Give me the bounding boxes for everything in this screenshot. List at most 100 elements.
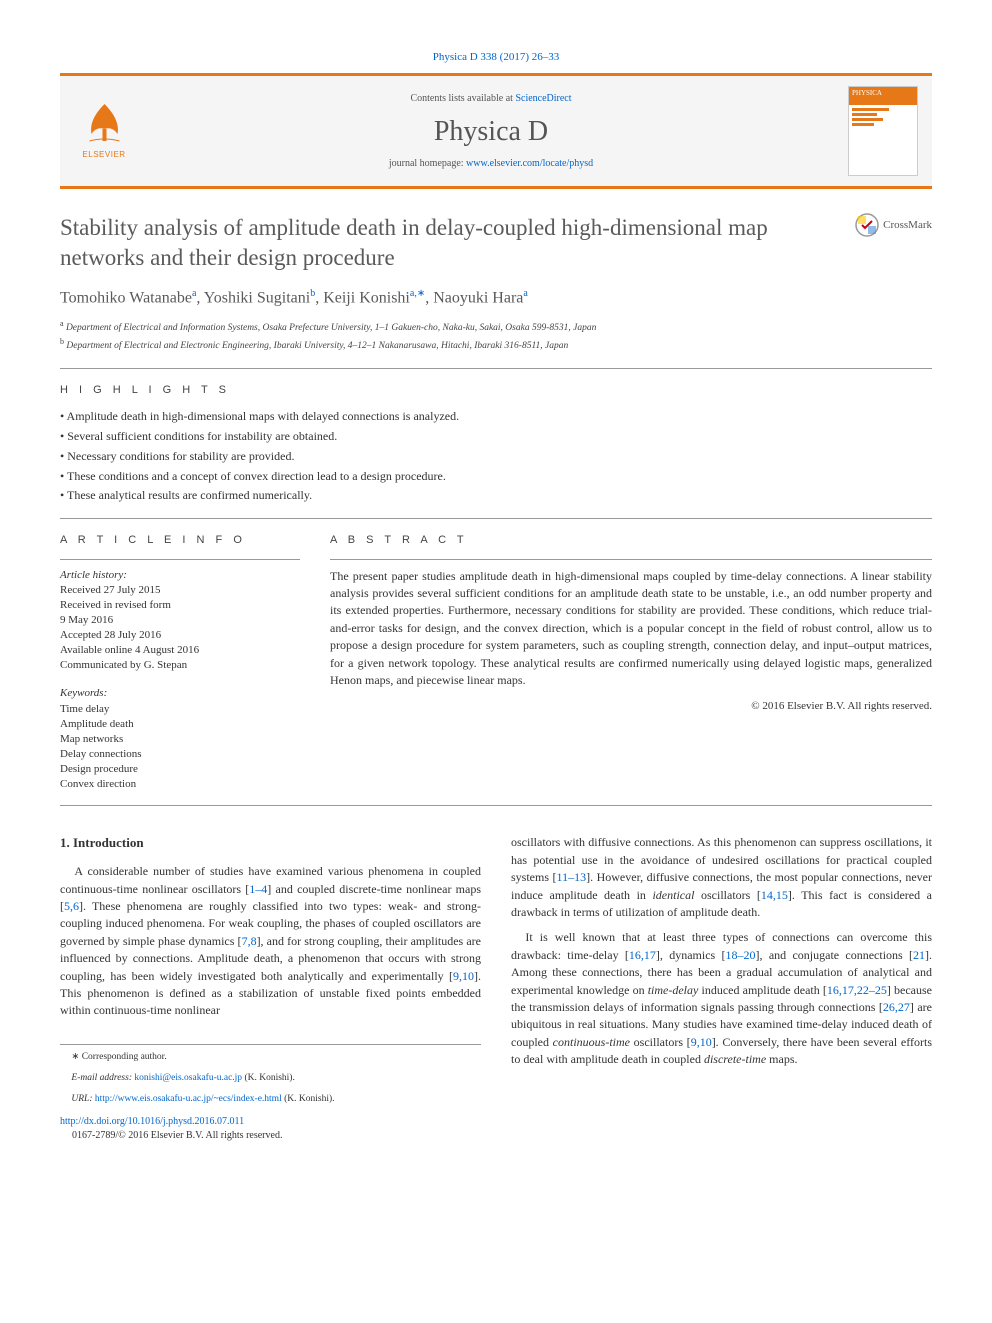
highlight-item: Several sufficient conditions for instab… — [60, 428, 932, 445]
intro-p1: A considerable number of studies have ex… — [60, 863, 481, 1020]
affiliation-a-text: Department of Electrical and Information… — [66, 323, 596, 333]
cite-link[interactable]: 14,15 — [761, 888, 788, 902]
keyword-item: Convex direction — [60, 777, 300, 792]
author-4-sup: a — [523, 288, 527, 299]
body-columns: 1. Introduction A considerable number of… — [60, 834, 932, 1151]
issn-copyright: 0167-2789/© 2016 Elsevier B.V. All right… — [60, 1129, 481, 1144]
highlight-item: Amplitude death in high-dimensional maps… — [60, 408, 932, 425]
history-communicated: Communicated by G. Stepan — [60, 658, 300, 673]
author-url-link[interactable]: http://www.eis.osakafu-u.ac.jp/~ecs/inde… — [95, 1094, 282, 1104]
affiliation-b: b Department of Electrical and Electroni… — [60, 336, 932, 353]
t: continuous-time — [553, 1035, 630, 1049]
t: identical — [652, 888, 694, 902]
t: maps. — [766, 1052, 797, 1066]
keyword-item: Design procedure — [60, 762, 300, 777]
cite-link[interactable]: 1–4 — [249, 882, 267, 896]
cite-link[interactable]: 16,17,22–25 — [827, 983, 887, 997]
homepage-line: journal homepage: www.elsevier.com/locat… — [148, 157, 834, 171]
author-3: Keiji Konishi — [323, 290, 410, 307]
authors-line: Tomohiko Watanabea, Yoshiki Sugitanib, K… — [60, 287, 932, 310]
homepage-link[interactable]: www.elsevier.com/locate/physd — [466, 158, 593, 169]
abstract-header: A B S T R A C T — [330, 533, 932, 548]
title-text-wrap: Stability analysis of amplitude death in… — [60, 213, 855, 273]
copyright-line: © 2016 Elsevier B.V. All rights reserved… — [330, 699, 932, 714]
body-col-left: 1. Introduction A considerable number of… — [60, 834, 481, 1151]
cover-thumbnail: PHYSICA — [848, 86, 918, 176]
header-center: Contents lists available at ScienceDirec… — [148, 92, 834, 171]
abstract-text: The present paper studies amplitude deat… — [330, 568, 932, 690]
journal-header: ELSEVIER Contents lists available at Sci… — [60, 73, 932, 189]
highlights-section: H I G H L I G H T S Amplitude death in h… — [60, 383, 932, 504]
url-line: URL: http://www.eis.osakafu-u.ac.jp/~ecs… — [60, 1093, 481, 1106]
email-link[interactable]: konishi@eis.osakafu-u.ac.jp — [134, 1073, 242, 1083]
email-line: E-mail address: konishi@eis.osakafu-u.ac… — [60, 1072, 481, 1085]
page-root: Physica D 338 (2017) 26–33 ELSEVIER Cont… — [0, 0, 992, 1202]
citation-line: Physica D 338 (2017) 26–33 — [60, 50, 932, 65]
info-abstract-row: A R T I C L E I N F O Article history: R… — [60, 533, 932, 791]
cite-link[interactable]: 18–20 — [726, 948, 756, 962]
sciencedirect-link[interactable]: ScienceDirect — [515, 93, 571, 104]
crossmark-icon — [855, 213, 879, 237]
divider-1 — [60, 368, 932, 369]
contents-line: Contents lists available at ScienceDirec… — [148, 92, 834, 106]
email-label: E-mail address: — [71, 1073, 132, 1083]
url-label: URL: — [71, 1094, 92, 1104]
journal-name: Physica D — [148, 112, 834, 151]
author-2-aff-link[interactable]: b — [310, 288, 315, 299]
url-who: (K. Konishi). — [284, 1094, 334, 1104]
t: oscillators [ — [630, 1035, 691, 1049]
article-title: Stability analysis of amplitude death in… — [60, 213, 855, 273]
crossmark-label: CrossMark — [883, 218, 932, 233]
t: discrete-time — [704, 1052, 766, 1066]
article-history: Article history: Received 27 July 2015 R… — [60, 568, 300, 673]
cite-link[interactable]: 9,10 — [691, 1035, 712, 1049]
author-3-aff-link[interactable]: a,∗ — [410, 288, 425, 299]
intro-p3: It is well known that at least three typ… — [511, 929, 932, 1068]
elsevier-tree-icon — [77, 99, 132, 149]
cite-link[interactable]: 21 — [913, 948, 925, 962]
elsevier-label: ELSEVIER — [82, 149, 125, 160]
article-info-header: A R T I C L E I N F O — [60, 533, 300, 548]
cite-link[interactable]: 26,27 — [883, 1000, 910, 1014]
history-revised-date: 9 May 2016 — [60, 613, 300, 628]
intro-heading: 1. Introduction — [60, 834, 481, 853]
abstract-col: A B S T R A C T The present paper studie… — [330, 533, 932, 791]
keywords-block: Keywords: Time delay Amplitude death Map… — [60, 686, 300, 791]
divider-2 — [60, 518, 932, 519]
corresponding-label: ∗ Corresponding author. — [60, 1051, 481, 1064]
author-1: Tomohiko Watanabe — [60, 290, 192, 307]
author-4: Naoyuki Hara — [433, 290, 523, 307]
cite-link[interactable]: 9,10 — [453, 969, 474, 983]
elsevier-logo: ELSEVIER — [74, 99, 134, 164]
affiliation-a: a Department of Electrical and Informati… — [60, 318, 932, 335]
cite-link[interactable]: 7,8 — [242, 934, 257, 948]
author-4-aff-link[interactable]: a — [523, 288, 527, 299]
divider-abstract — [330, 559, 932, 560]
highlight-item: Necessary conditions for stability are p… — [60, 448, 932, 465]
history-online: Available online 4 August 2016 — [60, 643, 300, 658]
contents-prefix: Contents lists available at — [410, 93, 515, 104]
t: ], and conjugate connections [ — [756, 948, 914, 962]
author-1-aff-link[interactable]: a — [192, 288, 196, 299]
homepage-prefix: journal homepage: — [389, 158, 466, 169]
highlights-header: H I G H L I G H T S — [60, 383, 932, 398]
doi-block: http://dx.doi.org/10.1016/j.physd.2016.0… — [60, 1115, 481, 1144]
cite-link[interactable]: 11–13 — [557, 870, 587, 884]
doi-link[interactable]: http://dx.doi.org/10.1016/j.physd.2016.0… — [60, 1116, 244, 1127]
cover-body — [849, 105, 917, 175]
highlight-item: These conditions and a concept of convex… — [60, 468, 932, 485]
intro-p2: oscillators with diffusive connections. … — [511, 834, 932, 921]
author-1-sup: a — [192, 288, 196, 299]
body-col-right: oscillators with diffusive connections. … — [511, 834, 932, 1151]
affiliations: a Department of Electrical and Informati… — [60, 318, 932, 354]
affiliation-b-text: Department of Electrical and Electronic … — [66, 342, 568, 352]
keyword-item: Delay connections — [60, 747, 300, 762]
cite-link[interactable]: 5,6 — [64, 899, 79, 913]
citation-link[interactable]: Physica D 338 (2017) 26–33 — [433, 51, 560, 63]
divider-3 — [60, 805, 932, 806]
keywords-label: Keywords: — [60, 686, 300, 701]
author-2-sup: b — [310, 288, 315, 299]
crossmark-badge[interactable]: CrossMark — [855, 213, 932, 237]
cite-link[interactable]: 16,17 — [629, 948, 656, 962]
t: time-delay — [648, 983, 699, 997]
